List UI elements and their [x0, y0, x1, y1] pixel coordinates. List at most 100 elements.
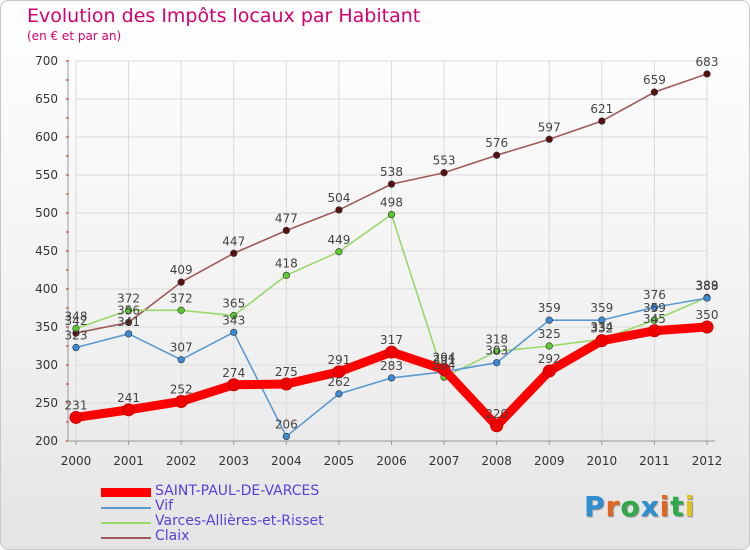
- data-point: [177, 278, 185, 286]
- legend-swatch: [101, 506, 151, 509]
- x-tick-label: 2007: [429, 454, 460, 468]
- logo-letter: x: [640, 490, 660, 523]
- x-tick-label: 2004: [271, 454, 302, 468]
- data-point: [124, 318, 133, 327]
- data-point: [598, 117, 606, 125]
- logo-letter: P: [584, 490, 606, 523]
- data-point: [647, 324, 661, 338]
- data-label: 220: [485, 407, 508, 421]
- y-tick-label: 700: [35, 54, 58, 68]
- data-label: 418: [275, 256, 298, 270]
- data-point: [493, 359, 501, 367]
- data-label: 307: [170, 341, 193, 355]
- y-tick-label: 200: [35, 434, 58, 448]
- data-label: 359: [590, 301, 613, 315]
- data-point: [493, 347, 501, 355]
- y-tick-label: 550: [35, 168, 58, 182]
- data-label: 294: [433, 351, 456, 365]
- y-tick-label: 300: [35, 358, 58, 372]
- data-label: 275: [275, 365, 298, 379]
- data-label: 659: [643, 73, 666, 87]
- data-point: [650, 88, 659, 96]
- data-point: [545, 135, 553, 143]
- data-label: 376: [643, 288, 666, 302]
- data-label: 291: [433, 353, 456, 367]
- data-label: 409: [170, 263, 193, 277]
- data-point: [122, 403, 136, 417]
- data-point: [279, 377, 293, 391]
- data-point: [542, 364, 556, 378]
- legend-swatch: [101, 488, 151, 497]
- data-label: 359: [538, 301, 561, 315]
- data-label: 553: [433, 154, 456, 168]
- data-label: 343: [222, 313, 245, 327]
- data-label: 283: [380, 359, 403, 373]
- data-label: 332: [590, 322, 613, 336]
- data-point: [703, 294, 711, 302]
- data-point: [598, 316, 606, 324]
- x-tick-label: 2009: [534, 454, 565, 468]
- data-label: 372: [117, 291, 140, 305]
- data-point: [700, 320, 714, 334]
- data-point: [177, 306, 185, 314]
- data-point: [595, 334, 609, 348]
- data-label: 372: [170, 291, 193, 305]
- data-label: 323: [65, 329, 88, 343]
- legend-label: Vif: [155, 498, 174, 514]
- data-labels: 342 356 409 447 477 504 538 553 576 597 621 659 683 3…: [65, 55, 719, 432]
- legend-label: Varces-Allières-et-Risset: [155, 513, 324, 529]
- data-label: 504: [327, 191, 350, 205]
- data-label: 262: [327, 375, 350, 389]
- data-point: [124, 306, 133, 314]
- data-point: [387, 180, 396, 188]
- data-label: 318: [485, 332, 508, 346]
- y-tick-label: 650: [35, 92, 58, 106]
- legend-label: Claix: [155, 528, 190, 544]
- data-label: 345: [643, 312, 666, 326]
- legend-swatch: [101, 521, 151, 524]
- series: [69, 70, 714, 441]
- data-label: 274: [222, 366, 245, 380]
- data-label: 334: [590, 320, 613, 334]
- data-point: [332, 365, 346, 379]
- data-label: 356: [117, 303, 140, 317]
- data-point: [335, 248, 343, 256]
- legend-label: SAINT-PAUL-DE-VARCES: [155, 483, 320, 499]
- data-label: 284: [433, 358, 456, 372]
- y-tick-label: 500: [35, 206, 58, 220]
- data-point: [387, 374, 396, 382]
- data-label: 292: [538, 352, 561, 366]
- data-label: 388: [696, 279, 719, 293]
- data-label: 359: [643, 301, 666, 315]
- x-tick-label: 2001: [113, 454, 144, 468]
- chart-subtitle: (en € et par an): [27, 29, 122, 43]
- logo-letter: t: [670, 490, 685, 523]
- data-label: 291: [327, 353, 350, 367]
- data-point: [174, 394, 188, 408]
- x-tick-label: 2005: [324, 454, 355, 468]
- x-tick-label: 2006: [376, 454, 407, 468]
- data-label: 342: [65, 314, 88, 328]
- axes: 200 250 300 350 400 450 500 550 600 650 700 2000 200…: [35, 54, 722, 468]
- x-tick-label: 2008: [481, 454, 512, 468]
- data-label: 389: [696, 278, 719, 292]
- data-point: [490, 419, 504, 433]
- data-label: 317: [380, 333, 403, 347]
- data-label: 576: [485, 136, 508, 150]
- data-point: [227, 378, 241, 392]
- data-label: 206: [275, 417, 298, 431]
- data-label: 252: [170, 382, 193, 396]
- data-label: 325: [538, 327, 561, 341]
- data-label: 447: [222, 234, 245, 248]
- logo-letter: r: [605, 490, 621, 523]
- data-label: 231: [65, 398, 88, 412]
- y-tick-label: 250: [35, 396, 58, 410]
- data-point: [72, 343, 80, 352]
- data-label: 498: [380, 196, 403, 210]
- y-tick-label: 600: [35, 130, 58, 144]
- data-point: [440, 169, 448, 177]
- data-label: 683: [696, 55, 719, 69]
- data-point: [650, 316, 659, 324]
- data-label: 348: [65, 310, 88, 324]
